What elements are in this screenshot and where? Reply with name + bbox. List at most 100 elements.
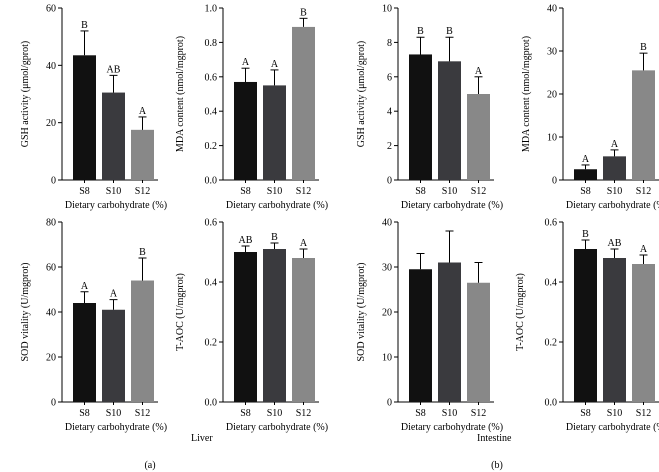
bar-s12 [131, 129, 154, 180]
group-label-intestine: Intestine [477, 433, 512, 444]
y-tick-label: 30 [382, 263, 392, 274]
x-tick-label: S12 [296, 408, 312, 419]
x-tick-label: S10 [442, 408, 458, 419]
x-tick-label: S8 [580, 186, 591, 197]
x-tick-label: S10 [106, 408, 122, 419]
y-tick-label: 20 [547, 90, 557, 101]
y-tick-label: 40 [46, 308, 56, 319]
y-tick-label: 60 [46, 263, 56, 274]
bar-s12 [292, 258, 315, 402]
chart-panel-liver-top-left: 0 20 40 60 GSH activity (μmol/gprot) S8 B S10 AB… [20, 4, 167, 212]
y-axis-title: MDA content (nmol/mgprot) [175, 36, 186, 152]
y-tick-label: 10 [547, 133, 557, 144]
y-tick-label: 60 [46, 4, 56, 15]
chart-panel-liver-bottom-left: 0 20 40 60 80 SOD vitality (U/mgprot) S8 A S10 A S… [20, 218, 167, 434]
x-tick-label: S12 [135, 408, 151, 419]
significance-label: AB [107, 64, 121, 75]
significance-label: AB [239, 235, 253, 246]
y-tick-label: 0.6 [205, 218, 218, 229]
y-tick-label: 0.4 [545, 278, 558, 289]
x-tick-label: S12 [636, 408, 652, 419]
y-tick-label: 0.4 [205, 107, 218, 118]
x-axis-title: Dietary carbohydrate (%) [401, 200, 503, 211]
y-axis-title: SOD vitality (U/mgprot) [356, 263, 367, 362]
x-axis-title: Dietary carbohydrate (%) [566, 422, 659, 433]
bar-s8 [234, 81, 257, 180]
panel-label-a: (a) [144, 460, 155, 471]
x-tick-label: S8 [240, 408, 251, 419]
y-axis-title: GSH activity (μmol/gprot) [356, 41, 367, 147]
x-tick-label: S12 [471, 186, 487, 197]
x-tick-label: S12 [471, 408, 487, 419]
x-tick-label: S10 [106, 186, 122, 197]
chart-panel-intestine-top-right: 0 10 20 30 40 MDA content (nmol/mgprot) S8 A S10… [521, 4, 659, 211]
bar-s10 [102, 92, 125, 180]
y-tick-label: 0.8 [205, 38, 218, 49]
y-tick-label: 2 [387, 141, 392, 152]
bar-s8 [73, 303, 96, 402]
y-axis-title: GSH activity (μmol/gprot) [20, 41, 31, 147]
y-tick-label: 0.2 [205, 338, 218, 349]
x-tick-label: S8 [580, 408, 591, 419]
bar-s8 [234, 252, 257, 402]
x-axis-title: Dietary carbohydrate (%) [401, 422, 503, 433]
y-tick-label: 20 [46, 353, 56, 364]
chart-panel-liver-top-right: 0.0 0.2 0.4 0.6 0.8 1.0 MDA content (nmol/mgpr… [175, 4, 328, 212]
y-tick-label: 40 [46, 61, 56, 72]
y-axis-title: SOD vitality (U/mgprot) [20, 263, 31, 362]
significance-label: B [446, 26, 453, 37]
bar-s10 [438, 262, 461, 402]
bar-s12 [467, 282, 490, 402]
bar-s12 [467, 94, 490, 180]
significance-label: B [139, 247, 146, 258]
group-label-liver: Liver [191, 433, 213, 444]
y-tick-label: 40 [547, 4, 557, 15]
x-axis-title: Dietary carbohydrate (%) [65, 200, 167, 211]
y-tick-label: 40 [382, 218, 392, 229]
bar-s8 [73, 55, 96, 180]
x-tick-label: S10 [442, 186, 458, 197]
bar-s8 [409, 269, 432, 402]
y-axis-title: T-AOC (U/mgprot) [515, 273, 526, 351]
bar-s10 [263, 85, 286, 180]
significance-label: A [611, 139, 619, 150]
significance-label: A [110, 289, 118, 300]
y-tick-label: 0.0 [545, 398, 558, 409]
y-tick-label: 10 [382, 353, 392, 364]
x-tick-label: S12 [296, 186, 312, 197]
x-axis-title: Dietary carbohydrate (%) [226, 200, 328, 211]
significance-label: B [640, 42, 647, 53]
y-tick-label: 0 [51, 176, 56, 187]
bar-s12 [131, 280, 154, 402]
significance-label: B [300, 7, 307, 18]
bar-s8 [409, 54, 432, 180]
x-tick-label: S12 [135, 186, 151, 197]
bar-s8 [574, 249, 597, 402]
x-axis-title: Dietary carbohydrate (%) [226, 422, 328, 433]
y-tick-label: 0.2 [545, 338, 558, 349]
bar-s8 [574, 169, 597, 180]
y-tick-label: 10 [382, 4, 392, 15]
x-tick-label: S8 [240, 186, 251, 197]
significance-label: A [81, 281, 89, 292]
x-tick-label: S8 [415, 408, 426, 419]
y-tick-label: 8 [387, 38, 392, 49]
significance-label: A [271, 59, 279, 70]
significance-label: B [81, 20, 88, 31]
y-tick-label: 0 [552, 176, 557, 187]
y-tick-label: 0.6 [205, 72, 218, 83]
y-tick-label: 1.0 [205, 4, 218, 15]
x-tick-label: S10 [267, 408, 283, 419]
chart-panel-intestine-bottom-left: 0 10 20 30 40 SOD vitality (U/mgprot) S8 S10 S12… [356, 218, 503, 434]
y-tick-label: 6 [387, 72, 392, 83]
bar-s10 [263, 249, 286, 402]
y-tick-label: 4 [387, 107, 392, 118]
y-tick-label: 20 [46, 118, 56, 129]
significance-label: B [582, 229, 589, 240]
significance-label: A [582, 154, 590, 165]
bar-s12 [292, 26, 315, 181]
significance-label: A [640, 244, 648, 255]
x-axis-title: Dietary carbohydrate (%) [566, 200, 659, 211]
